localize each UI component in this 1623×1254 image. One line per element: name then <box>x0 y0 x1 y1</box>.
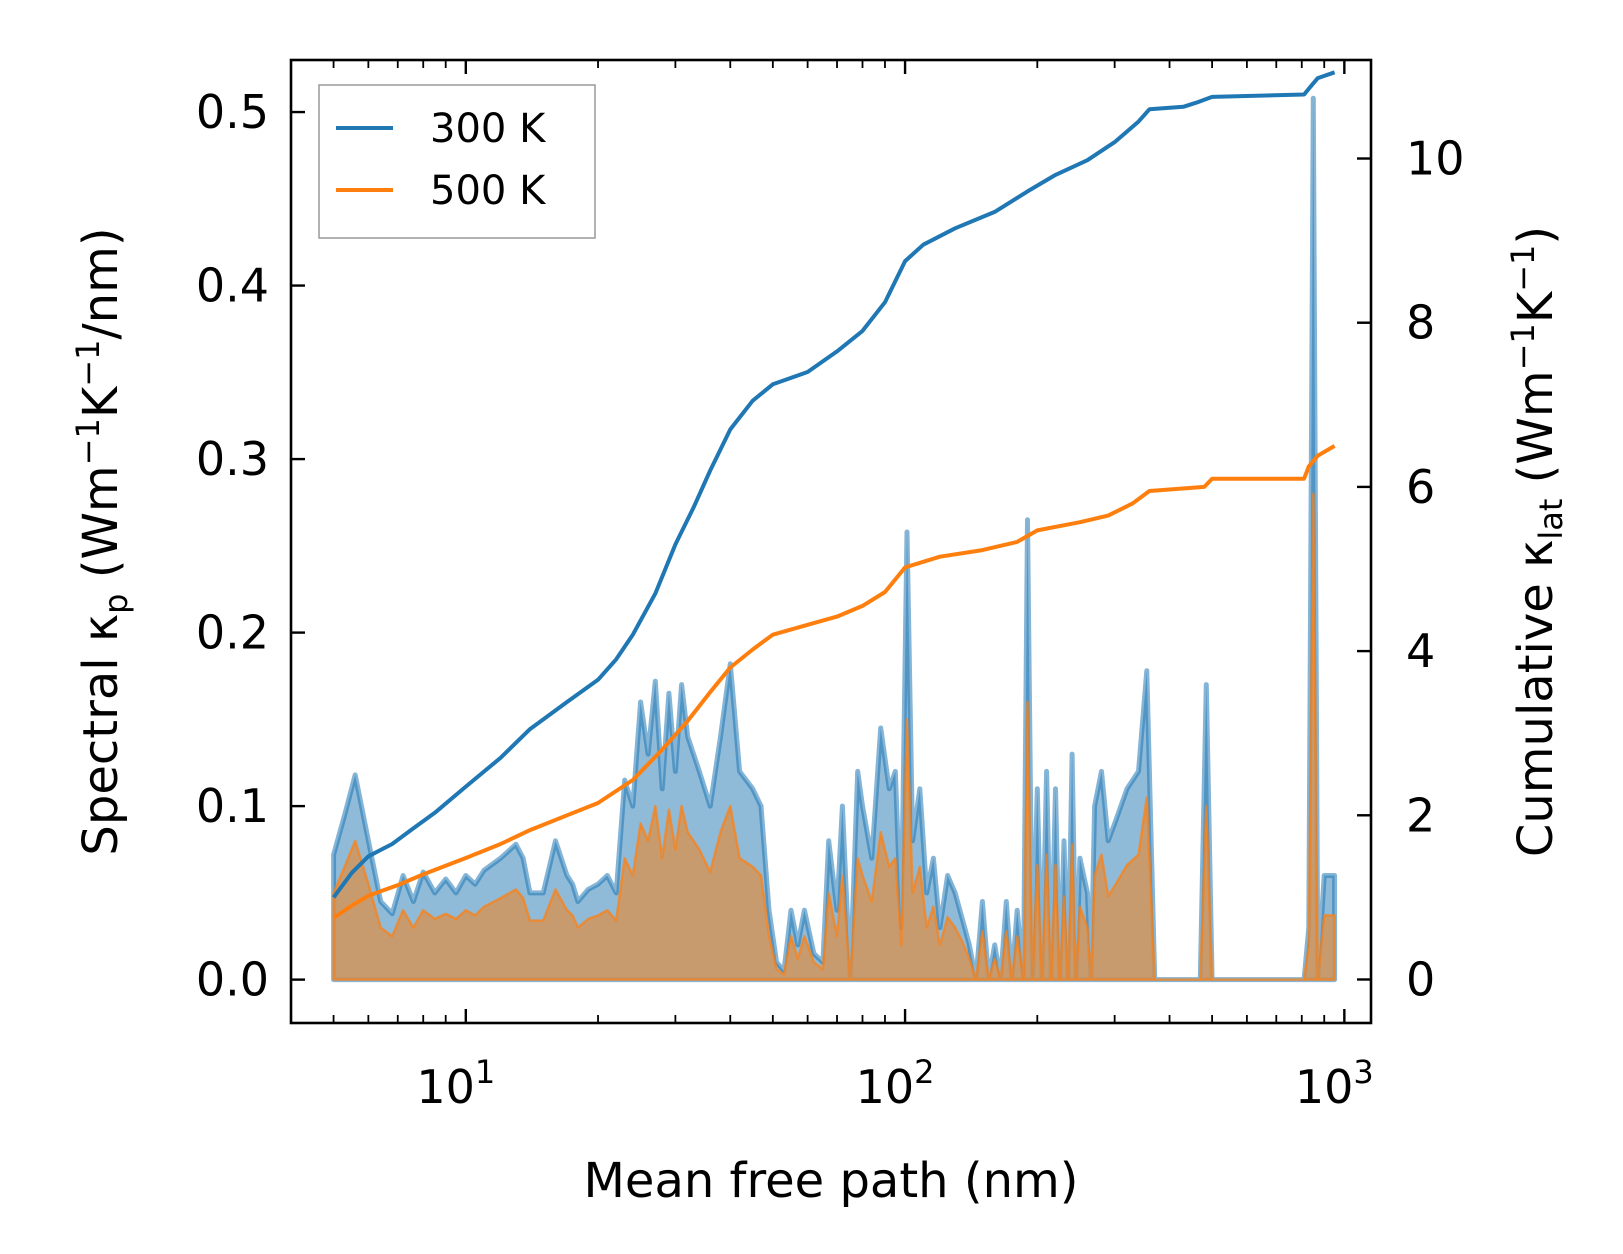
y-left-label-main: Spectral κ <box>73 614 129 856</box>
axes-frame <box>289 58 1373 1025</box>
y-right-label-sup1: −1 <box>1504 323 1542 370</box>
x-axis-label-text: Mean free path (nm) <box>584 1153 1079 1209</box>
cumulative-line-500k <box>332 444 1336 920</box>
legend-box <box>318 84 596 239</box>
y-left-tick-label: 0.1 <box>196 779 269 833</box>
series-lines <box>331 70 1336 920</box>
y-right-label-unit-close: ) <box>1508 226 1564 245</box>
y-left-label-unit-close: /nm) <box>73 227 129 339</box>
y-axis-left-label: Spectral κp (Wm−1K−1/nm) <box>69 227 135 855</box>
x-tick-exponent: 3 <box>1353 1053 1373 1091</box>
y-left-label-unit-open: (Wm <box>73 465 129 593</box>
x-tick-base: 10 <box>416 1060 475 1114</box>
y-left-tick-label: 0.3 <box>196 432 269 486</box>
y-left-label-sub: p <box>97 594 135 614</box>
y-left-tick-label: 0.0 <box>196 953 269 1007</box>
y-right-tick-label: 8 <box>1406 296 1435 350</box>
y-right-tick-label: 2 <box>1406 788 1435 842</box>
legend-label-300k: 300 K <box>430 106 547 152</box>
legend-label-500k: 500 K <box>430 168 547 214</box>
y-right-tick-label: 4 <box>1406 624 1435 678</box>
y-left-tick-label: 0.2 <box>196 606 269 660</box>
x-axis-label: Mean free path (nm) <box>584 1153 1079 1209</box>
y-left-label-sup1: −1 <box>69 418 107 465</box>
x-tick-base: 10 <box>1295 1060 1354 1114</box>
x-tick-label: 101 <box>416 1053 495 1114</box>
x-tick-exponent: 2 <box>914 1053 934 1091</box>
y-right-label-sup2: −1 <box>1504 245 1542 292</box>
plot-area <box>289 58 1373 1025</box>
y-axis-right-label: Cumulative κlat (Wm−1K−1) <box>1504 226 1570 857</box>
y-right-tick-label: 0 <box>1406 952 1435 1006</box>
legend: 300 K 500 K <box>318 84 596 239</box>
x-tick-label: 103 <box>1295 1053 1374 1114</box>
spectral-fills <box>331 95 1338 983</box>
x-tick-base: 10 <box>856 1060 915 1114</box>
spectral-area-500k <box>332 492 1336 981</box>
y-right-label-unit-open: (Wm <box>1508 370 1564 498</box>
x-tick-label: 102 <box>856 1053 935 1114</box>
y-right-label-mid: K <box>1508 290 1564 323</box>
y-right-tick-label: 10 <box>1406 132 1465 186</box>
y-left-tick-label: 0.4 <box>196 259 269 313</box>
y-right-label-sub: lat <box>1532 499 1570 540</box>
y-left-label-mid: K <box>73 385 129 418</box>
x-tick-exponent: 1 <box>475 1053 495 1091</box>
y-right-tick-label: 6 <box>1406 460 1435 514</box>
y-left-tick-label: 0.5 <box>196 85 269 139</box>
y-right-label-main: Cumulative κ <box>1508 540 1564 858</box>
y-left-label-sup2: −1 <box>69 340 107 387</box>
cumulative-line-300k <box>331 70 1336 899</box>
